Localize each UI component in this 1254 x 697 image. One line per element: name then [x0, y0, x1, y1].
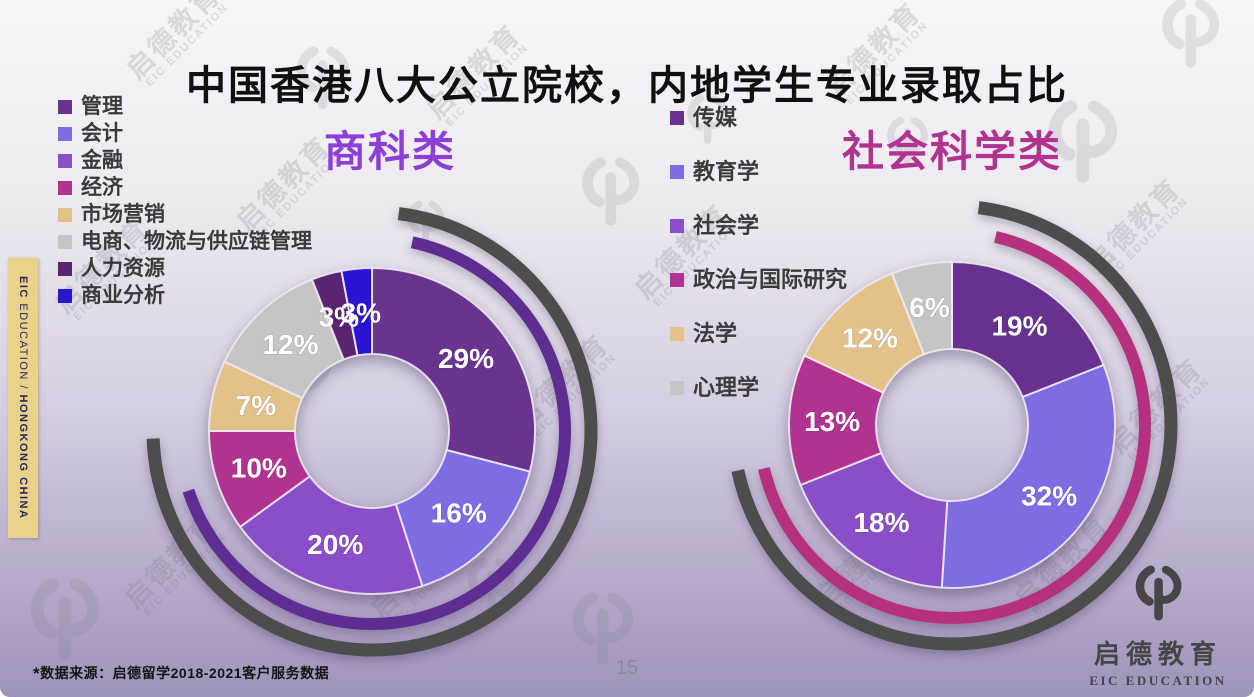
data-source-note: *数据来源：启德留学2018-2021客户服务数据 [33, 663, 329, 684]
legend-swatch [58, 154, 72, 168]
donut-slice [239, 475, 424, 595]
legend-item: 市场营销 [58, 204, 312, 226]
legend-item: 管理 [58, 96, 312, 118]
legend-swatch [58, 127, 72, 141]
legend-item: 心理学 [670, 376, 847, 399]
legend-swatch [58, 289, 72, 303]
eic-logo: 启德教育 EIC EDUCATION [1078, 560, 1238, 689]
legend-swatch [670, 272, 684, 287]
legend-swatch [670, 326, 684, 341]
side-tab-brand-rest: EDUCATION [17, 299, 29, 382]
legend-item: 电商、物流与供应链管理 [58, 231, 312, 253]
legend-label: 教育学 [693, 159, 760, 184]
legend-swatch [670, 380, 684, 395]
donut-slice [371, 267, 536, 473]
legend-item: 会计 [58, 123, 312, 145]
legend-swatch [58, 181, 72, 195]
accent-ring-arc [182, 236, 571, 631]
side-tab-brand: EIC [17, 276, 29, 300]
legend-item: 经济 [58, 177, 312, 199]
side-tab: EIC EDUCATION / HONGKONG CHINA [8, 258, 38, 538]
legend-swatch [58, 100, 72, 114]
donut-slice [394, 449, 531, 588]
legend-swatch [58, 235, 72, 249]
legend-swatch [58, 208, 72, 222]
business-legend: 管理会计金融经济市场营销电商、物流与供应链管理 人力资源商业分析 [58, 96, 312, 312]
social-science-chart-title: 社会科学类 [841, 128, 1062, 175]
slice-percentage-label: 10% [231, 453, 287, 484]
donut-slice [340, 267, 373, 357]
legend-label: 经济 [81, 176, 123, 199]
legend-item: 商业分析 [58, 285, 312, 307]
legend-label: 会计 [81, 122, 123, 145]
slice-percentage-label: 18% [853, 507, 909, 538]
slice-percentage-label: 12% [262, 329, 318, 360]
donut-slice [951, 261, 1105, 399]
legend-item: 教育学 [670, 160, 847, 183]
eic-logo-icon [1130, 565, 1186, 631]
eic-logo-en: EIC EDUCATION [1089, 673, 1227, 689]
business-chart-title: 商科类 [323, 128, 456, 175]
accent-ring-arc [758, 231, 1151, 624]
legend-item: 传媒 [670, 106, 847, 129]
legend-label: 传媒 [693, 105, 738, 130]
legend-label: 市场营销 [81, 203, 165, 226]
legend-label: 社会学 [693, 213, 760, 238]
legend-label: 电商、物流与供应链管理 [81, 230, 312, 253]
legend-label: 人力资源 [81, 257, 165, 280]
legend-label: 金融 [81, 149, 123, 172]
slice-percentage-label: 7% [236, 390, 277, 421]
legend-item: 金融 [58, 150, 312, 172]
page-title: 中国香港八大公立院校，内地学生专业录取占比 [186, 63, 1068, 108]
legend-item: 社会学 [670, 214, 847, 237]
donut-slice [891, 261, 953, 356]
slice-percentage-label: 3% [319, 302, 360, 333]
slice-percentage-label: 12% [842, 322, 898, 353]
legend-item: 政治与国际研究 [670, 268, 847, 291]
donut-slice [799, 451, 949, 589]
outer-ring-arc [146, 207, 598, 657]
outer-ring-arc [731, 201, 1178, 651]
donut-slice [940, 364, 1116, 590]
legend-label: 法学 [693, 321, 738, 346]
slice-percentage-label: 13% [804, 406, 860, 437]
slice-percentage-label: 29% [438, 343, 494, 374]
side-tab-separator: / [17, 381, 29, 395]
slice-percentage-label: 16% [431, 497, 487, 528]
slice-percentage-label: 6% [909, 292, 950, 323]
slice-percentage-label: 19% [991, 311, 1047, 342]
slice-percentage-label: 20% [307, 529, 363, 560]
page-number: 15 [615, 657, 639, 679]
legend-label: 管理 [81, 95, 123, 118]
legend-swatch [670, 110, 684, 125]
source-note-text: 数据来源：启德留学2018-2021客户服务数据 [40, 665, 330, 681]
slice-percentage-label: 32% [1021, 480, 1077, 511]
legend-item: 人力资源 [58, 258, 312, 280]
side-tab-text: EIC EDUCATION / HONGKONG CHINA [17, 276, 29, 519]
legend-label: 商业分析 [81, 284, 165, 307]
social-science-donut-chart: 19% 32% 18% 13% 12% 6% [731, 201, 1178, 651]
business-donut-chart: 29%16%20%10%7%12%3%3% [146, 207, 598, 657]
legend-swatch [670, 164, 684, 179]
legend-swatch [58, 262, 72, 276]
legend-swatch [670, 218, 684, 233]
legend-label: 心理学 [693, 375, 760, 400]
social-science-legend: 传媒教育学社会学政治与国际研究 法学心理学 [670, 106, 847, 430]
legend-item: 法学 [670, 322, 847, 345]
legend-label: 政治与国际研究 [693, 267, 848, 292]
slice-percentage-label: 3% [341, 297, 382, 328]
source-note-asterisk: * [33, 664, 41, 683]
side-tab-region: HONGKONG CHINA [17, 394, 29, 520]
eic-logo-cn: 启德教育 [1093, 640, 1222, 670]
